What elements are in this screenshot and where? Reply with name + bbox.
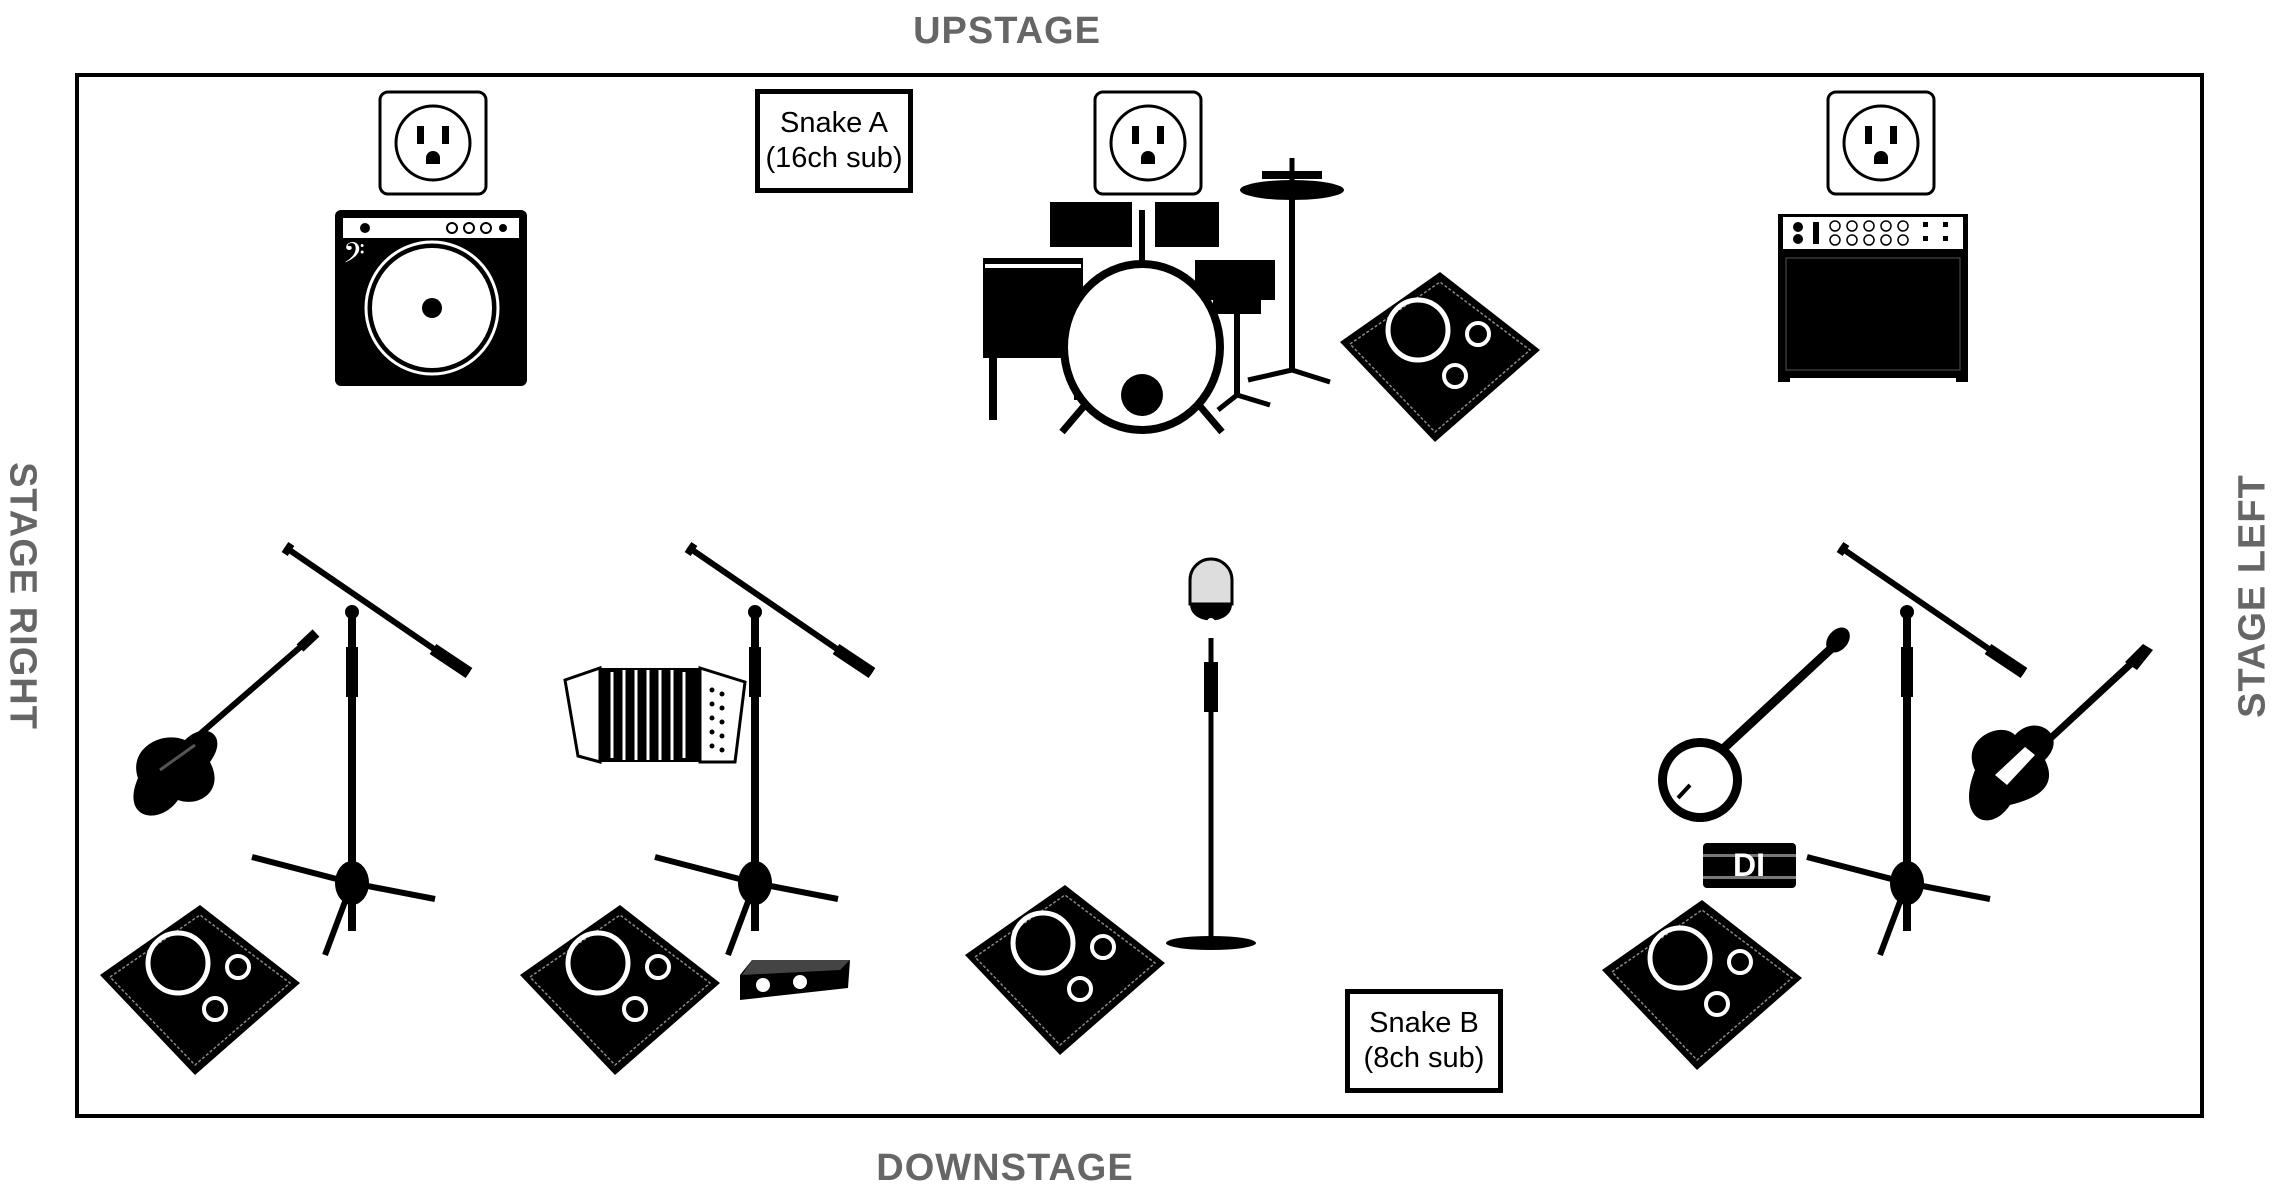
di-box-icon: [740, 960, 850, 1000]
power-outlet-icon: [1826, 90, 1936, 196]
electric-guitar-icon: [1969, 644, 2153, 821]
straight-mic-stand-icon: [1166, 557, 1256, 950]
floor-monitor-icon: [520, 905, 720, 1075]
bass-guitar-icon: [133, 629, 320, 816]
snake-b-name: Snake B: [1369, 1007, 1479, 1039]
stage-area: [75, 73, 2204, 1118]
floor-monitor-icon: [965, 885, 1165, 1055]
floor-monitor-icon: [1340, 272, 1540, 442]
boom-mic-stand-icon: [252, 547, 469, 955]
snake-a-channels: (16ch sub): [765, 142, 903, 174]
snake-a-name: Snake A: [779, 107, 889, 139]
snake-a-box: Snake A (16ch sub): [755, 89, 913, 193]
snake-b-channels: (8ch sub): [1363, 1042, 1485, 1074]
floor-monitor-icon: [1602, 900, 1802, 1070]
di-box-label: DI: [1733, 847, 1765, 883]
snake-b-box: Snake B (8ch sub): [1345, 989, 1503, 1093]
power-outlet-icon: [1093, 90, 1203, 196]
power-outlet-icon: [378, 90, 488, 196]
drum-kit-icon: [983, 158, 1344, 435]
bass-amp-icon: 𝄢: [335, 210, 527, 386]
floor-monitor-icon: [100, 905, 300, 1075]
upstage-label: UPSTAGE: [913, 10, 1101, 52]
banjo-icon: [1658, 627, 1850, 822]
guitar-amp-icon: [1778, 214, 1968, 382]
svg-text:𝄢: 𝄢: [343, 237, 365, 277]
accordion-icon: [563, 665, 747, 764]
downstage-label: DOWNSTAGE: [876, 1147, 1134, 1189]
di-box-icon: DI: [1703, 843, 1796, 888]
